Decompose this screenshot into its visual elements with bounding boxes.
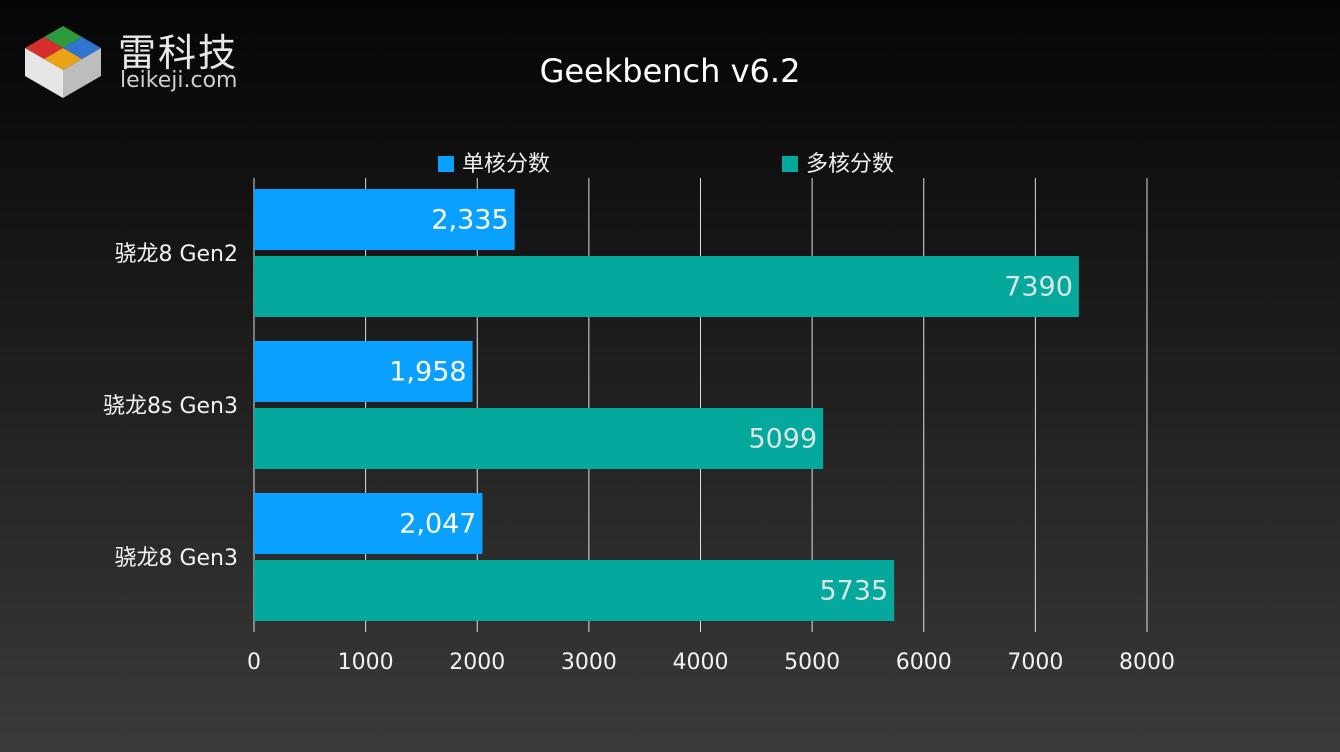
bar-data-label: 1,958: [389, 357, 466, 388]
brand-name: 雷科技: [118, 31, 239, 75]
multi-core-bar: [254, 408, 824, 469]
single-core-bar: [254, 189, 515, 250]
legend-multi-core: 多核分数: [782, 146, 894, 178]
category-label: 骁龙8 Gen2: [114, 242, 238, 267]
x-tick-label: 4000: [673, 650, 729, 675]
legend-label-multi: 多核分数: [806, 152, 895, 177]
x-tick-label: 6000: [896, 650, 952, 675]
x-tick-label: 7000: [1007, 650, 1063, 675]
cube-logo-icon: [25, 26, 101, 98]
legend-single-core: 单核分数: [438, 146, 550, 178]
single-core-bar: [254, 493, 483, 554]
chart-title: Geekbench v6.2: [539, 52, 801, 90]
x-tick-label: 8000: [1119, 650, 1175, 675]
legend-swatch-multi: [782, 156, 798, 172]
brand-site: leikeji.com: [120, 68, 238, 93]
brand-logo: 雷科技 leikeji.com: [22, 22, 252, 102]
x-tick-label: 3000: [561, 650, 617, 675]
legend-label-single: 单核分数: [462, 152, 551, 177]
multi-core-bar: [254, 560, 895, 621]
x-tick-label: 0: [247, 650, 261, 675]
bar-data-label: 5099: [748, 424, 817, 455]
multi-core-bar: [254, 256, 1079, 317]
x-tick-label: 2000: [449, 650, 505, 675]
category-label: 骁龙8s Gen3: [103, 394, 238, 419]
x-tick-label: 1000: [338, 650, 394, 675]
x-tick-label: 5000: [784, 650, 840, 675]
bar-data-label: 2,047: [399, 509, 476, 540]
bar-data-label: 5735: [819, 576, 888, 607]
category-label: 骁龙8 Gen3: [114, 546, 238, 571]
single-core-bar: [254, 341, 473, 402]
bar-data-label: 7390: [1004, 272, 1073, 303]
legend-swatch-single: [438, 156, 454, 172]
bar-data-label: 2,335: [431, 205, 508, 236]
